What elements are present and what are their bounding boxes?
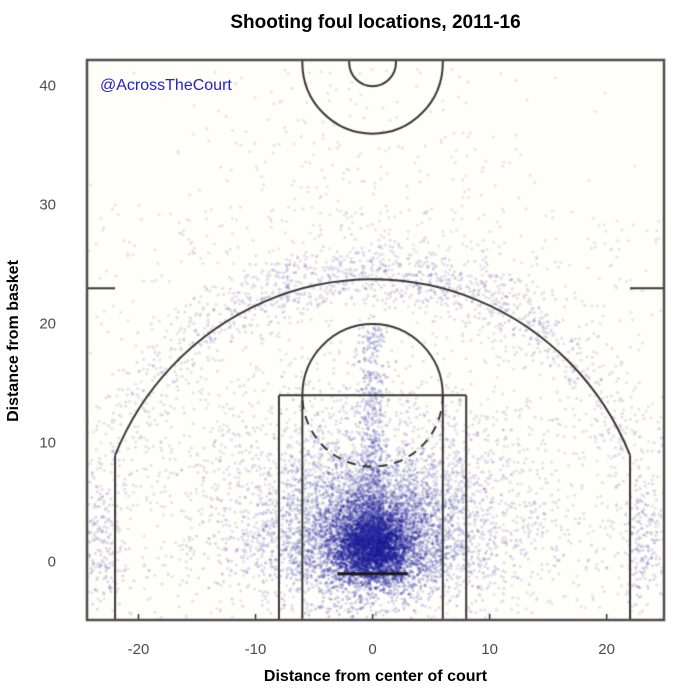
x-tick-label--10: -10 (244, 641, 267, 658)
x-tick-label-20: 20 (598, 641, 615, 658)
x-tick-label--20: -20 (127, 641, 150, 658)
y-tick-label-0: 0 (47, 553, 56, 571)
y-axis-title: Distance from basket (5, 260, 22, 422)
y-tick-label-10: 10 (39, 434, 56, 452)
chart-title: Shooting foul locations, 2011-16 (230, 12, 521, 33)
y-tick-label-30: 30 (39, 196, 56, 214)
x-tick-label-0: 0 (368, 641, 377, 658)
watermark-text: @AcrossTheCourt (100, 77, 232, 94)
y-tick-label-20: 20 (39, 315, 56, 333)
x-axis-title: Distance from center of court (263, 668, 488, 685)
x-tick-label-10: 10 (481, 641, 498, 658)
y-tick-label-40: 40 (39, 77, 56, 95)
